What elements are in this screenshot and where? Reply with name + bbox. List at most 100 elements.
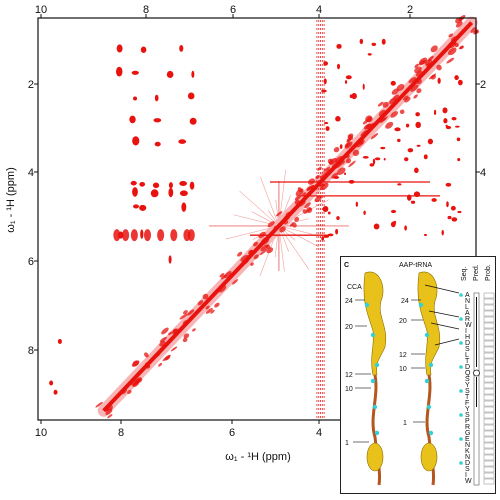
cross-peak	[181, 202, 187, 212]
cross-peak	[451, 217, 458, 222]
diagonal-peak	[106, 404, 113, 411]
cross-peak	[393, 220, 397, 225]
diagonal-peak	[253, 241, 259, 247]
left-ladder-label: 24	[345, 298, 353, 305]
cross-peak	[129, 115, 136, 124]
x-tick-label-bottom: 4	[316, 427, 322, 439]
diagonal-peak	[430, 45, 438, 53]
cross-peak	[168, 182, 173, 189]
residue-marker	[418, 302, 424, 308]
cross-peak	[351, 93, 357, 100]
sequence-letter: Q	[465, 370, 471, 377]
y-tick-label-left: 4	[28, 167, 34, 179]
cross-peak	[404, 157, 409, 162]
sequence-marker	[459, 317, 463, 321]
sequence-letter: R	[465, 424, 470, 431]
y-tick-label-right: 4	[480, 167, 486, 179]
cross-peak	[152, 182, 160, 189]
diagonal-peak	[346, 138, 351, 143]
probability-bar	[483, 340, 495, 347]
diagonal-peak	[378, 109, 387, 117]
cross-peak	[445, 125, 452, 130]
diagonal-peak	[159, 336, 167, 343]
cross-peak	[431, 198, 437, 202]
diagonal-peak	[133, 380, 139, 386]
cross-peak	[321, 89, 327, 93]
sequence-letter: R	[465, 316, 470, 323]
axes	[37, 17, 477, 421]
cross-peak	[323, 78, 327, 85]
cross-peak	[445, 124, 448, 127]
diagonal-peak	[95, 401, 103, 408]
diagonal-peak	[192, 328, 196, 332]
residue-marker	[370, 378, 376, 384]
diagonal-peak	[302, 209, 308, 214]
cross-peak	[447, 215, 452, 220]
diagonal-peak	[366, 116, 373, 123]
sequence-letter: T	[465, 394, 470, 401]
cross-peak	[372, 158, 376, 165]
prediction-marker	[473, 369, 480, 377]
residue-marker	[424, 378, 430, 384]
x-tick-label-top: 6	[230, 4, 236, 16]
diagonal-peak	[197, 300, 204, 306]
y-tick-label-right: 2	[480, 79, 486, 91]
diagonal-peak	[304, 202, 311, 209]
cross-peak	[187, 92, 195, 100]
cross-peak	[179, 190, 188, 197]
cross-peak	[405, 123, 410, 128]
water-signal-ray	[278, 225, 310, 270]
right-ladder-label: 24	[401, 298, 409, 305]
residue-marker	[364, 302, 370, 308]
cross-peak	[191, 70, 195, 78]
cross-peak	[369, 163, 375, 167]
cross-peak	[443, 118, 448, 124]
cross-peak	[371, 42, 377, 46]
diagonal-peak	[210, 309, 215, 314]
diagonal-peak	[413, 94, 418, 99]
cross-peak	[427, 138, 434, 145]
cross-peak	[456, 137, 461, 142]
diagonal-peak	[389, 98, 397, 105]
diagonal-peak	[403, 95, 409, 101]
cross-peak	[397, 183, 402, 186]
trna-molecule-tail	[371, 374, 381, 486]
diagonal-peak	[415, 70, 423, 77]
diagonal-peak	[428, 73, 437, 80]
diagonal-peak	[158, 362, 163, 367]
right-ladder-label: 20	[399, 318, 407, 325]
cross-peak	[157, 229, 165, 242]
cross-peak	[445, 182, 452, 187]
tick-marks	[34, 14, 480, 424]
sequence-letter: S	[465, 376, 470, 383]
diagonal-peak	[458, 45, 464, 50]
cross-peak	[457, 158, 461, 162]
cross-peak	[53, 389, 58, 395]
plot-area	[49, 14, 479, 419]
diagonal-peak	[414, 63, 420, 68]
diagonal-peak	[385, 121, 394, 129]
diagonal-peak	[237, 251, 243, 257]
sequence-letter: E	[465, 436, 470, 443]
cross-peak	[133, 96, 138, 101]
probability-bar	[483, 364, 495, 371]
probability-bar	[483, 376, 495, 383]
diagonal-peak	[447, 47, 457, 56]
sequence-letter: K	[465, 448, 470, 455]
cross-peak	[140, 46, 147, 53]
left-ladder-label: 20	[345, 324, 353, 331]
cross-peak	[454, 75, 459, 81]
probability-bar	[483, 304, 495, 311]
diagonal-peak	[218, 285, 227, 293]
cross-peak	[374, 157, 381, 161]
probability-bar	[483, 406, 495, 413]
sequence-letter: W	[465, 478, 472, 485]
cross-peak	[455, 125, 460, 128]
diagonal-peak	[448, 40, 457, 49]
diagonal-peak	[337, 167, 346, 175]
cross-peak	[337, 63, 341, 70]
diagonal-peak	[345, 153, 350, 159]
sequence-letter: G	[465, 430, 470, 437]
diagonal-peak	[260, 237, 270, 245]
cross-peak	[139, 181, 146, 187]
